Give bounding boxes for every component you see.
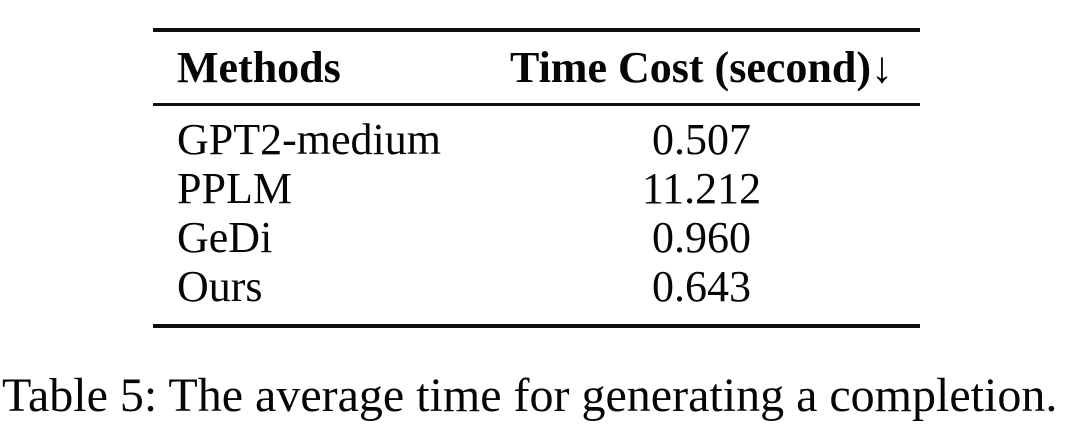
table-row: PPLM 11.212 bbox=[153, 164, 920, 213]
column-header-time-cost: Time Cost (second)↓ bbox=[483, 42, 920, 93]
method-cell: GeDi bbox=[177, 213, 273, 262]
method-cell: GPT2-medium bbox=[177, 115, 441, 164]
time-cost-cell: 0.643 bbox=[652, 262, 751, 311]
time-cost-cell: 11.212 bbox=[641, 164, 762, 213]
column-header-methods: Methods bbox=[177, 43, 341, 92]
column-header-time-cost-label: Time Cost (second) bbox=[510, 43, 871, 92]
table-rule-bottom bbox=[153, 324, 920, 328]
time-cost-cell: 0.507 bbox=[652, 115, 751, 164]
table-caption: Table 5: The average time for generating… bbox=[2, 369, 1058, 422]
table-rule-mid bbox=[153, 103, 920, 106]
method-cell: Ours bbox=[177, 262, 263, 311]
table-rule-top bbox=[153, 28, 920, 32]
down-arrow-icon: ↓ bbox=[870, 43, 893, 92]
results-table: Methods Time Cost (second)↓ GPT2-medium … bbox=[153, 28, 920, 328]
table-row: GPT2-medium 0.507 bbox=[153, 115, 920, 164]
table-header-row: Methods Time Cost (second)↓ bbox=[153, 32, 920, 103]
time-cost-cell: 0.960 bbox=[652, 213, 751, 262]
table-body: GPT2-medium 0.507 PPLM 11.212 GeDi 0.960… bbox=[153, 106, 920, 324]
table-row: Ours 0.643 bbox=[153, 262, 920, 311]
table-row: GeDi 0.960 bbox=[153, 213, 920, 262]
method-cell: PPLM bbox=[177, 164, 292, 213]
